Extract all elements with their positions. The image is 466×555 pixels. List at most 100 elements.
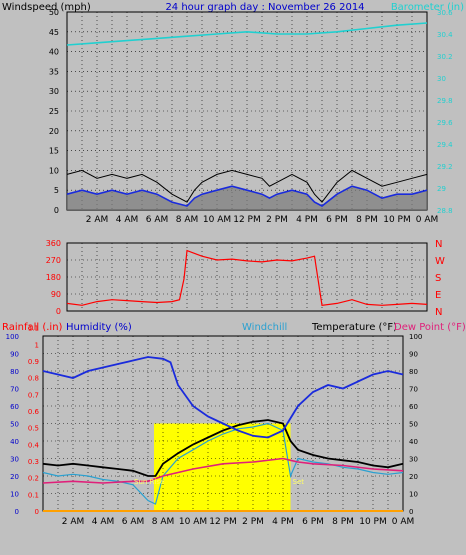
barometer-axis-title: Barometer (in) [391,2,464,13]
barometer-y-tick: 29.2 [437,163,453,171]
wind-y-tick: 35 [49,67,59,76]
barometer-y-tick: 29.6 [437,119,453,127]
wind-y-tick: 10 [49,166,59,175]
rainfall-y-tick: 0.6 [28,408,40,416]
temp-x-tick: 10 PM [359,517,387,527]
barometer-y-tick: 29 [437,185,446,193]
windspeed-avg-line [66,185,428,207]
wind-x-tick: 12 PM [233,215,261,225]
windspeed-fill-area [67,186,427,210]
wind-x-tick: 6 PM [326,215,348,225]
humidity-y-tick: 50 [10,421,19,429]
wind-x-tick: 4 AM [116,215,139,225]
direction-compass-tick: S [435,273,441,284]
windspeed-axis-title: Windspeed (mph) [2,2,91,13]
dewpoint-line [42,457,404,484]
wind-y-tick: 20 [49,127,59,136]
wind-y-tick: 5 [54,186,59,195]
temp-x-tick: 2 AM [62,517,85,527]
temp-x-tick: 4 PM [272,517,294,527]
rainfall-y-tick: 0 [35,508,39,516]
direction-compass-tick: N [435,307,442,318]
rainfall-y-tick: 1.1 [28,325,39,333]
temp-x-tick: 12 PM [209,517,237,527]
direction-y-tick: 0 [56,307,61,316]
temp-x-tick: 4 AM [92,517,115,527]
rainfall-y-tick: 0.2 [28,475,39,483]
rainfall-y-tick: 0.9 [28,358,39,366]
wind-y-tick: 40 [49,48,59,57]
wind-x-tick: 4 PM [296,215,318,225]
wind-x-tick: 8 AM [176,215,199,225]
temperature-y-tick: 50 [409,421,418,429]
windchill-line [42,422,404,505]
temp-x-tick: 6 PM [302,517,324,527]
rainfall-y-tick: 1 [35,341,39,349]
temperature-y-tick: 0 [409,508,413,516]
wind-gust-line [66,169,428,203]
temp-x-tick: 8 PM [332,517,354,527]
temp-x-tick: 2 PM [242,517,264,527]
humidity-axis-title: Humidity (%) [66,322,132,333]
chart-title: 24 hour graph day : November 26 2014 [165,2,364,13]
humidity-line [42,356,404,439]
temp-x-tick: 6 AM [122,517,145,527]
wind-y-tick: 50 [49,8,59,17]
rainfall-y-tick: 0.8 [28,375,39,383]
temperature-y-tick: 60 [409,403,418,411]
wind-x-tick: 2 PM [266,215,288,225]
temperature-y-tick: 10 [409,491,418,499]
wind-x-tick: 10 PM [383,215,411,225]
sunset-label: Set [293,478,305,486]
temperature-y-tick: 80 [409,368,418,376]
humidity-y-tick: 70 [10,386,19,394]
temperature-y-tick: 90 [409,351,418,359]
humidity-y-tick: 60 [10,403,19,411]
humidity-y-tick: 90 [10,351,19,359]
direction-y-tick: 360 [46,239,61,248]
temp-x-tick: 10 AM [179,517,207,527]
sunrise-label: Sun Rise [134,478,164,486]
barometer-y-tick: 29.4 [437,141,453,149]
wind-x-tick: 2 AM [86,215,109,225]
barometer-y-tick: 28.8 [437,207,453,215]
rainfall-y-tick: 0.7 [28,391,39,399]
barometer-y-tick: 30 [437,75,446,83]
dewpoint-axis-title: Dew Point (°F) [394,322,466,333]
humidity-y-tick: 10 [10,491,19,499]
temperature-y-tick: 100 [409,333,422,341]
humidity-y-tick: 100 [6,333,19,341]
wind-x-tick: 8 PM [356,215,378,225]
wind-y-tick: 15 [49,147,59,156]
rainfall-axis-title: Rainfall (.in) [2,322,63,333]
barometer-y-tick: 29.8 [437,97,453,105]
humidity-y-tick: 80 [10,368,19,376]
wind-y-tick: 0 [54,206,59,215]
wind-direction-line [66,249,428,306]
wind-x-tick: 0 AM [416,215,439,225]
direction-compass-tick: E [435,290,441,301]
humidity-y-tick: 40 [10,438,19,446]
temperature-y-tick: 30 [409,456,418,464]
wind-y-tick: 30 [49,87,59,96]
wind-y-tick: 45 [49,28,59,37]
temp-x-tick: 0 AM [392,517,415,527]
direction-y-tick: 90 [51,290,61,299]
wind-x-tick: 6 AM [146,215,169,225]
direction-y-tick: 180 [46,273,61,282]
temperature-line [42,419,404,477]
barometer-y-tick: 30.2 [437,53,453,61]
wind-x-tick: 10 AM [203,215,231,225]
wind-y-tick: 25 [49,107,59,116]
temperature-y-tick: 70 [409,386,418,394]
barometer-y-tick: 30.4 [437,31,453,39]
temp-x-tick: 8 AM [152,517,175,527]
direction-compass-tick: W [435,256,445,267]
humidity-y-tick: 30 [10,456,19,464]
barometer-y-tick: 30.6 [437,9,453,17]
temperature-axis-title: Temperature (°F) [311,322,397,333]
windchill-axis-title: Windchill [242,322,287,333]
direction-y-tick: 270 [46,256,61,265]
